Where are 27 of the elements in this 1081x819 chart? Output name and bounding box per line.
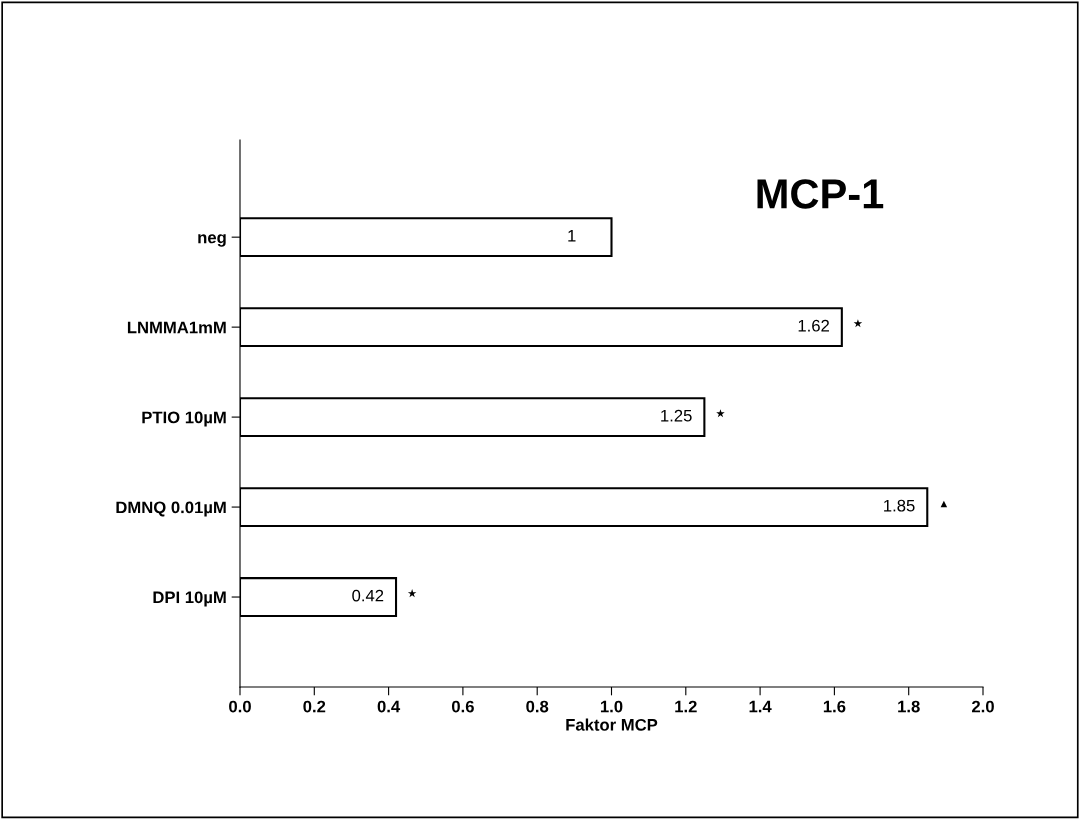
annotation: ★ xyxy=(407,589,417,598)
x-tick-label: 1.4 xyxy=(749,700,772,713)
x-tick-label: 1.8 xyxy=(898,700,920,713)
data-label: 0.42 xyxy=(352,589,384,602)
x-tick-label: 0.0 xyxy=(229,700,251,713)
x-axis-title: Faktor MCP xyxy=(566,718,658,731)
annotation: ★ xyxy=(853,319,863,328)
x-tick-label: 1.0 xyxy=(600,700,623,713)
data-label: 1.62 xyxy=(798,319,829,332)
data-label: 1.85 xyxy=(884,499,915,512)
x-tick-label: 0.4 xyxy=(377,700,401,713)
y-tick-label: neg xyxy=(198,234,226,247)
data-label: 1.25 xyxy=(661,409,692,422)
data-label: 1 xyxy=(568,230,576,242)
x-tick-label: 1.6 xyxy=(823,700,846,713)
y-tick-label: PTIO 10µM xyxy=(142,411,226,427)
text: MCP-1 xyxy=(757,179,884,209)
x-tick-label: 2.0 xyxy=(971,700,994,713)
x-tick-label: 0.8 xyxy=(526,700,549,713)
x-tick-label: 0.6 xyxy=(451,700,474,713)
annotation: ★ xyxy=(716,409,725,418)
x-tick-label: 1.2 xyxy=(675,700,697,713)
x-tick-label: 0.2 xyxy=(303,700,326,713)
y-tick-label: LNMMA1mM xyxy=(127,321,226,334)
annotation: ▲ xyxy=(940,500,948,508)
y-tick-label: DPI 10µM xyxy=(153,591,226,607)
y-tick-label: DMNQ 0.01µM xyxy=(116,501,226,517)
